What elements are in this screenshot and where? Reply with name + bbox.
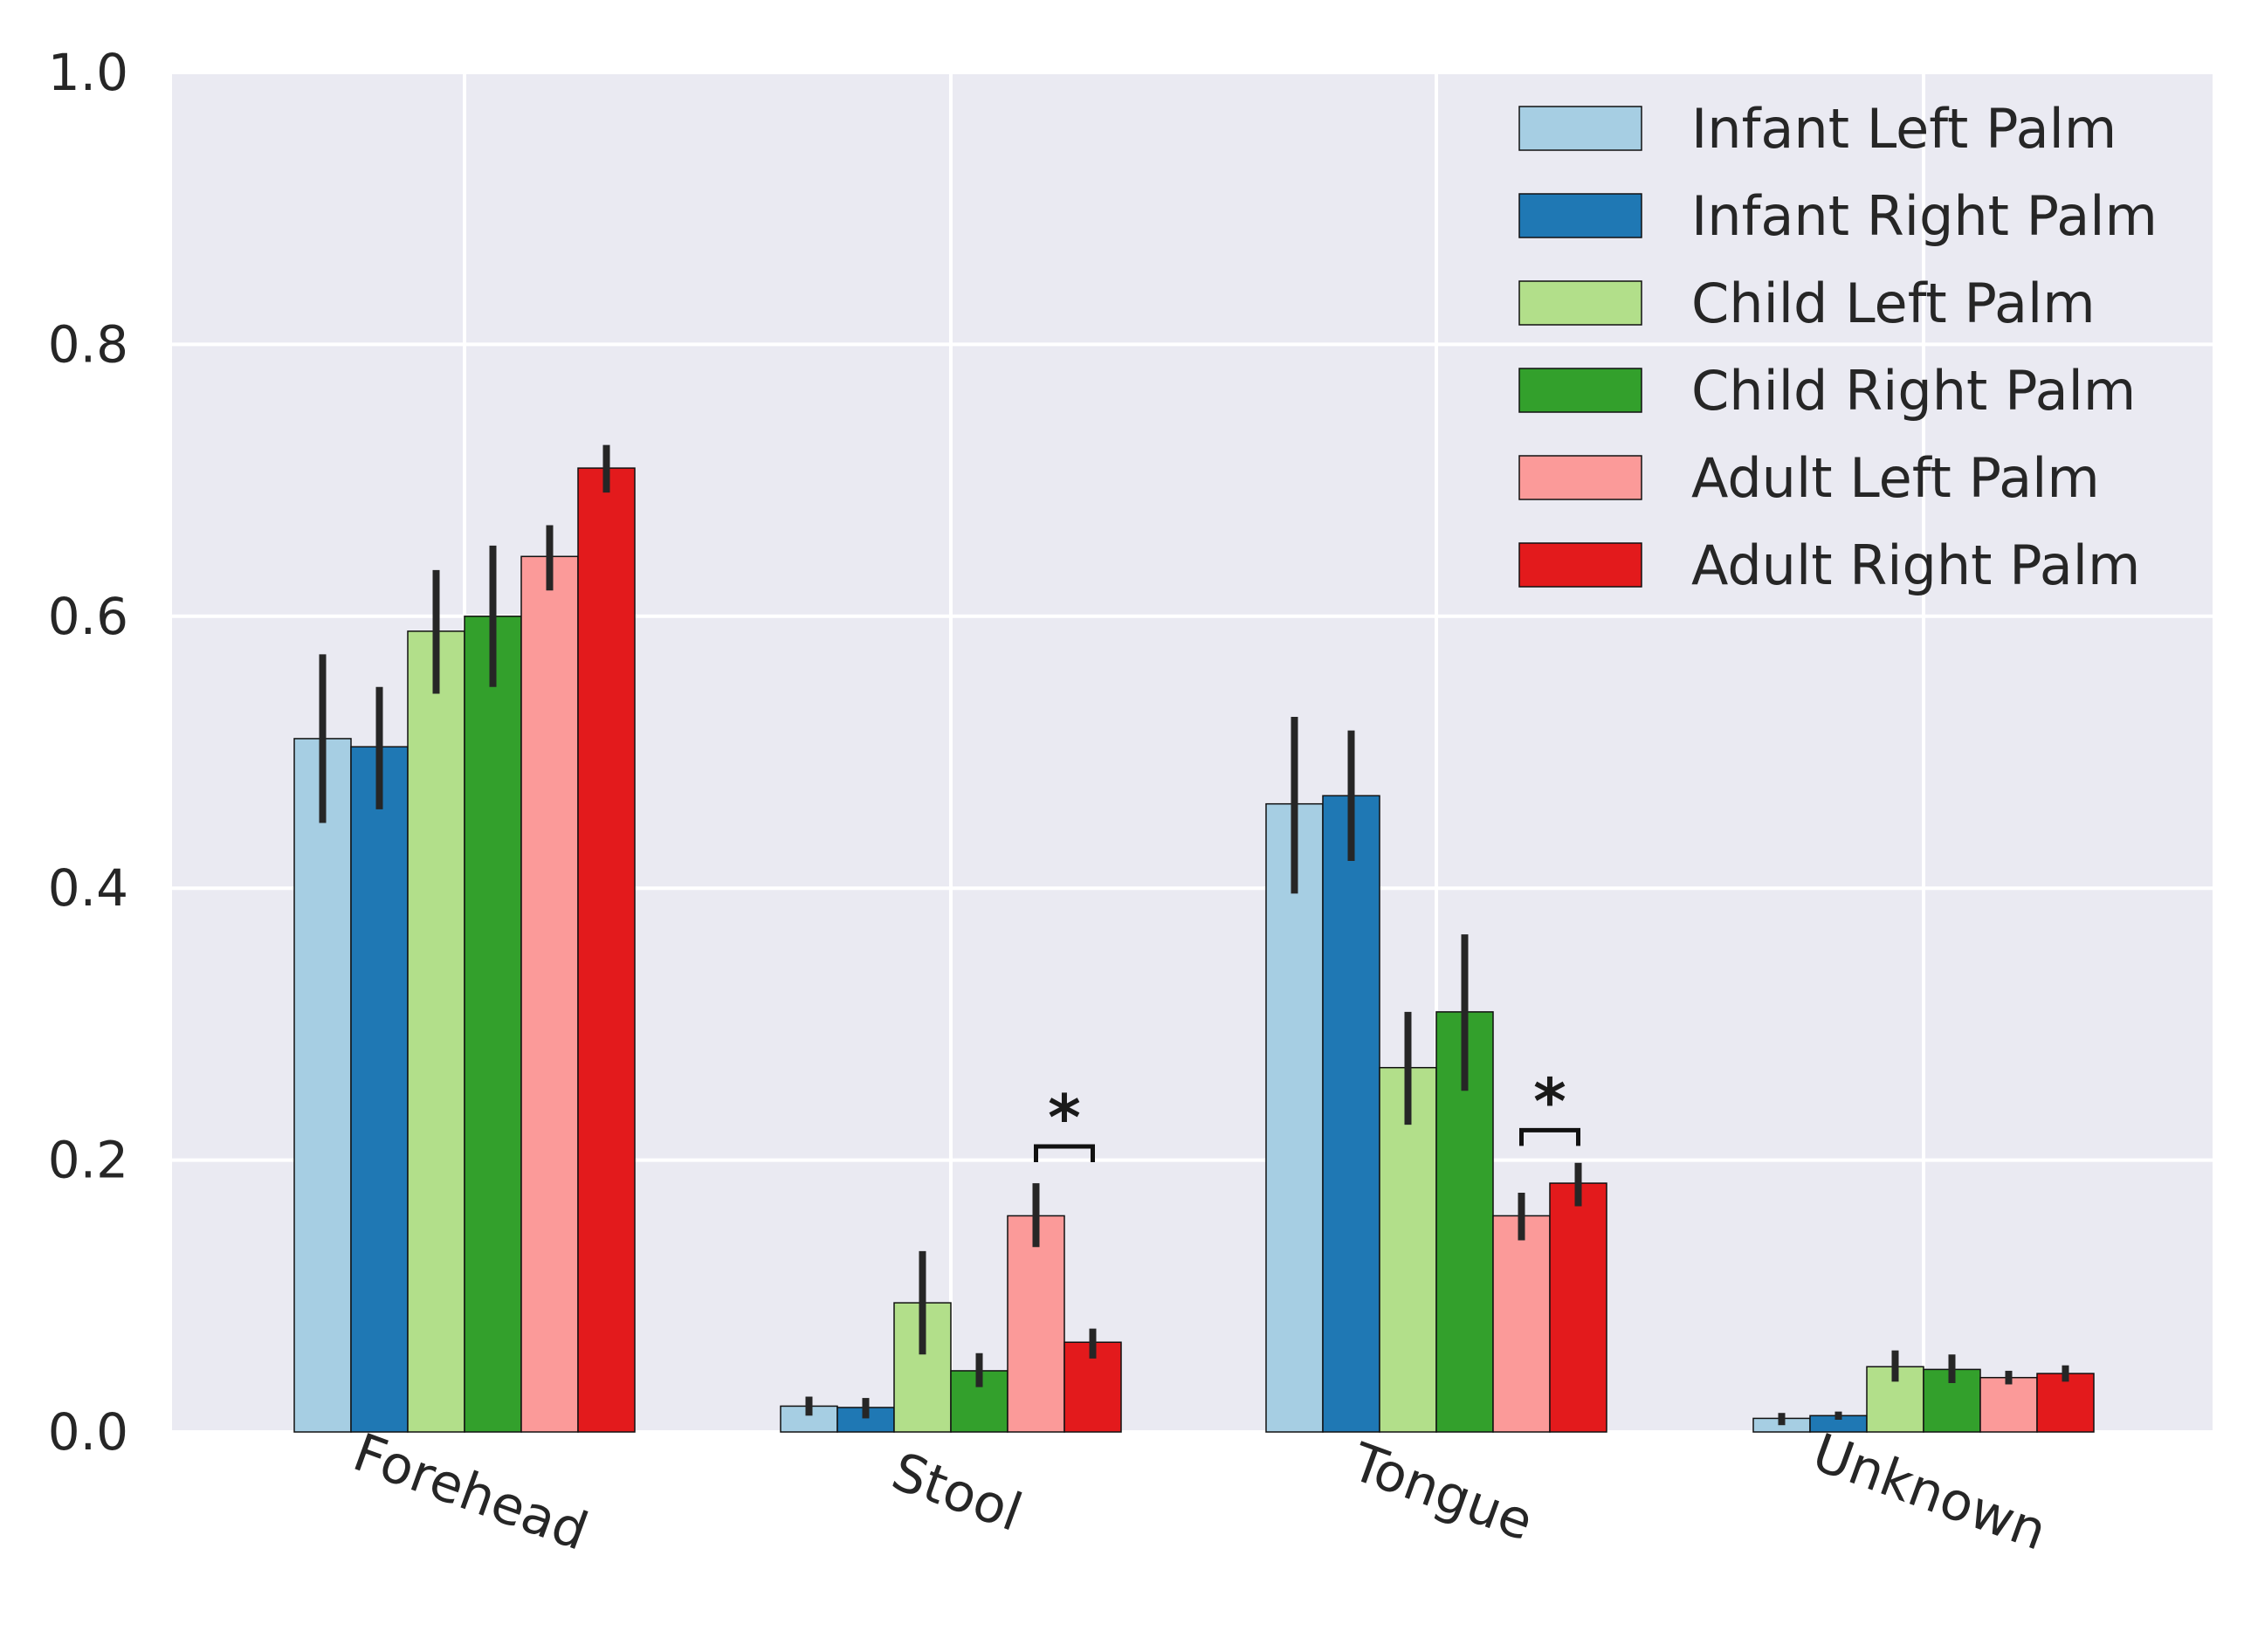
bar <box>1549 1182 1607 1433</box>
significance-bracket <box>1519 1127 1580 1146</box>
legend-item: Child Right Palm <box>1518 359 2136 423</box>
bar <box>1979 1376 2038 1433</box>
legend-swatch <box>1518 193 1642 238</box>
legend-swatch <box>1518 455 1642 500</box>
legend-label: Child Right Palm <box>1691 359 2136 423</box>
bar <box>1492 1215 1551 1433</box>
x-axis-categories: Forehead Stool Tongue Unknown <box>346 1422 2055 1563</box>
bar <box>1007 1215 1065 1433</box>
bar <box>293 738 352 1433</box>
bar <box>407 630 465 1433</box>
legend-label: Adult Right Palm <box>1691 533 2140 597</box>
category-label: Unknown <box>1805 1422 2055 1563</box>
significance-marker: * <box>1533 1064 1566 1138</box>
error-bars <box>319 444 2069 1426</box>
significance-marker: * <box>1048 1081 1081 1154</box>
y-tick-label: 0.0 <box>48 1402 128 1462</box>
bar <box>1379 1066 1437 1433</box>
category-label: Tongue <box>1343 1431 1540 1552</box>
category-label: Forehead <box>346 1422 595 1563</box>
bar <box>350 746 409 1433</box>
legend-label: Infant Left Palm <box>1691 97 2117 161</box>
bar <box>464 616 522 1433</box>
category-label: Stool <box>885 1441 1029 1544</box>
significance-bracket <box>1034 1144 1095 1163</box>
legend-swatch <box>1518 106 1642 151</box>
legend-item: Infant Right Palm <box>1518 184 2158 248</box>
bar <box>1265 802 1324 1433</box>
y-axis-ticks: 0.0 0.2 0.4 0.6 0.8 1.0 <box>48 43 128 1462</box>
y-tick-label: 0.6 <box>48 587 128 646</box>
legend-label: Adult Left Palm <box>1691 446 2100 510</box>
bar <box>520 555 579 1433</box>
legend: Infant Left Palm Infant Right Palm Child L… <box>1518 97 2158 597</box>
legend-item: Adult Left Palm <box>1518 446 2100 510</box>
y-tick-label: 0.2 <box>48 1131 128 1190</box>
bar <box>577 467 636 1433</box>
y-tick-label: 0.4 <box>48 858 128 918</box>
legend-swatch <box>1518 368 1642 413</box>
legend-swatch <box>1518 280 1642 326</box>
bar <box>1322 795 1380 1433</box>
significance-annotations: * * <box>1034 1064 1580 1163</box>
y-tick-label: 0.8 <box>48 314 128 374</box>
legend-label: Infant Right Palm <box>1691 184 2158 248</box>
legend-swatch <box>1518 542 1642 588</box>
legend-item: Child Left Palm <box>1518 272 2096 335</box>
y-tick-label: 1.0 <box>48 43 128 102</box>
legend-label: Child Left Palm <box>1691 272 2096 335</box>
bars <box>293 467 2095 1433</box>
legend-item: Adult Right Palm <box>1518 533 2140 597</box>
legend-item: Infant Left Palm <box>1518 97 2117 161</box>
bar <box>2036 1373 2095 1433</box>
